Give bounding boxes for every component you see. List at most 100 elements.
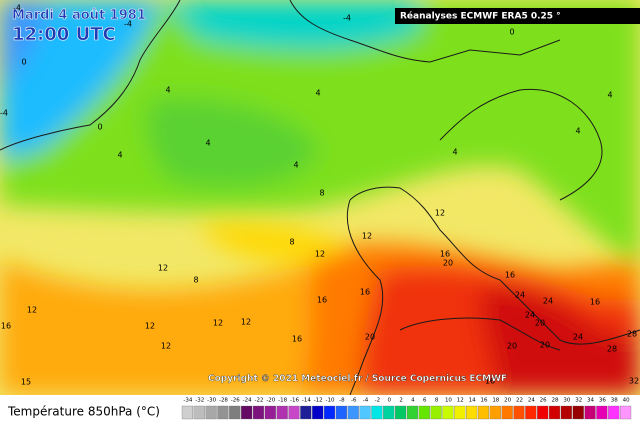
contour-label: 12 bbox=[145, 322, 155, 331]
legend-swatch bbox=[572, 405, 584, 420]
contour-label: 4 bbox=[575, 127, 580, 136]
time-label: 12:00 UTC bbox=[12, 24, 116, 45]
contour-label: 12 bbox=[213, 319, 223, 328]
legend-label: 12 bbox=[457, 398, 464, 404]
contour-label: 24 bbox=[573, 333, 583, 342]
contour-label: 4 bbox=[293, 161, 298, 170]
legend-label: 28 bbox=[552, 398, 559, 404]
legend-label: -18 bbox=[278, 398, 287, 404]
contour-label: 8 bbox=[193, 276, 198, 285]
legend-label: 2 bbox=[399, 398, 403, 404]
legend-label: 20 bbox=[504, 398, 511, 404]
contour-label: 4 bbox=[165, 86, 170, 95]
contour-label: 12 bbox=[362, 232, 372, 241]
contour-label: 24 bbox=[543, 297, 553, 306]
legend-swatch bbox=[525, 405, 537, 420]
legend-swatch bbox=[501, 405, 513, 420]
legend-label: 16 bbox=[480, 398, 487, 404]
legend-swatch bbox=[477, 405, 490, 420]
contour-label: 24 bbox=[515, 291, 525, 300]
legend-label: 38 bbox=[611, 398, 618, 404]
contour-label: 8 bbox=[289, 238, 294, 247]
contour-label: 16 bbox=[317, 296, 327, 305]
legend-swatch bbox=[430, 405, 442, 420]
legend-label: -30 bbox=[207, 398, 216, 404]
legend-label: 36 bbox=[599, 398, 606, 404]
contour-label: -4 bbox=[343, 14, 351, 23]
legend-label: -20 bbox=[266, 398, 275, 404]
map: -4 -4 -4 0 0 0 -4 4 4 4 4 4 4 4 4 8 8 8 12 12 12 12 12 12 12 12 12… bbox=[0, 0, 640, 396]
legend-label: -22 bbox=[254, 398, 263, 404]
legend-label: 22 bbox=[516, 398, 523, 404]
contour-label: 0 bbox=[21, 58, 26, 67]
legend-swatch bbox=[548, 405, 561, 420]
legend-swatch bbox=[241, 405, 253, 420]
legend-swatch bbox=[205, 405, 217, 420]
legend-label: 30 bbox=[563, 398, 570, 404]
legend-swatch bbox=[264, 405, 276, 420]
contour-label: 16 bbox=[485, 377, 495, 386]
legend-swatch bbox=[584, 405, 596, 420]
legend-label: -34 bbox=[183, 398, 192, 404]
contour-label: 0 bbox=[97, 123, 102, 132]
contour-label: 20 bbox=[365, 333, 375, 342]
legend-swatch bbox=[300, 405, 312, 420]
legend-swatch bbox=[181, 405, 193, 420]
contour-label: 16 bbox=[590, 298, 600, 307]
contour-label: 12 bbox=[315, 250, 325, 259]
legend-swatch bbox=[560, 405, 572, 420]
legend-label: 18 bbox=[492, 398, 499, 404]
legend-label: 32 bbox=[575, 398, 582, 404]
legend-label: -16 bbox=[290, 398, 299, 404]
contour-label: 4 bbox=[452, 148, 457, 157]
legend-swatch bbox=[383, 405, 395, 420]
legend-label: -8 bbox=[339, 398, 345, 404]
legend-label: 40 bbox=[623, 398, 630, 404]
legend-swatch bbox=[537, 405, 549, 420]
legend-label: 26 bbox=[540, 398, 547, 404]
contour-label: 20 bbox=[507, 342, 517, 351]
source-label: Réanalyses ECMWF ERA5 0.25 ° bbox=[400, 11, 561, 22]
legend-label: 10 bbox=[445, 398, 452, 404]
contour-label: 12 bbox=[435, 209, 445, 218]
contour-label: -4 bbox=[124, 20, 132, 29]
legend-label: -28 bbox=[219, 398, 228, 404]
legend-label: 24 bbox=[528, 398, 535, 404]
copyright: Copyright © 2021 Meteociel.fr / Source C… bbox=[208, 374, 507, 384]
legend-label: 6 bbox=[423, 398, 427, 404]
legend-swatch bbox=[466, 405, 478, 420]
legend-title: Température 850hPa (°C) bbox=[7, 405, 160, 419]
contour-label: 12 bbox=[158, 264, 168, 273]
legend-swatch bbox=[229, 405, 241, 420]
legend-label: 34 bbox=[587, 398, 594, 404]
contour-label: 20 bbox=[535, 319, 545, 328]
contour-label: 24 bbox=[525, 311, 535, 320]
legend-label: -2 bbox=[375, 398, 380, 404]
contour-label: 4 bbox=[117, 151, 122, 160]
legend-swatch bbox=[454, 405, 466, 420]
legend-label: -14 bbox=[302, 398, 311, 404]
legend-swatch bbox=[347, 405, 359, 420]
legend-label: 4 bbox=[411, 398, 415, 404]
legend-swatch bbox=[312, 405, 324, 420]
legend-swatch bbox=[418, 405, 430, 420]
contour-label: 4 bbox=[205, 139, 210, 148]
contour-label: 4 bbox=[607, 91, 612, 100]
legend-swatch bbox=[442, 405, 454, 420]
contour-label: -4 bbox=[0, 109, 8, 118]
contour-label: 16 bbox=[1, 322, 11, 331]
contour-label: -4 bbox=[13, 4, 21, 13]
contour-label: 15 bbox=[21, 378, 31, 387]
contour-label: 0 bbox=[509, 28, 514, 37]
contour-label: 28 bbox=[607, 345, 617, 354]
legend-label: 8 bbox=[435, 398, 439, 404]
legend-swatch bbox=[620, 405, 632, 420]
contour-label: 16 bbox=[505, 271, 515, 280]
contour-label: 12 bbox=[241, 318, 251, 327]
legend-swatch bbox=[335, 405, 347, 420]
legend-label: 0 bbox=[387, 398, 391, 404]
legend-swatch bbox=[406, 405, 418, 420]
contour-label: 16 bbox=[292, 335, 302, 344]
legend-swatch bbox=[252, 405, 265, 420]
